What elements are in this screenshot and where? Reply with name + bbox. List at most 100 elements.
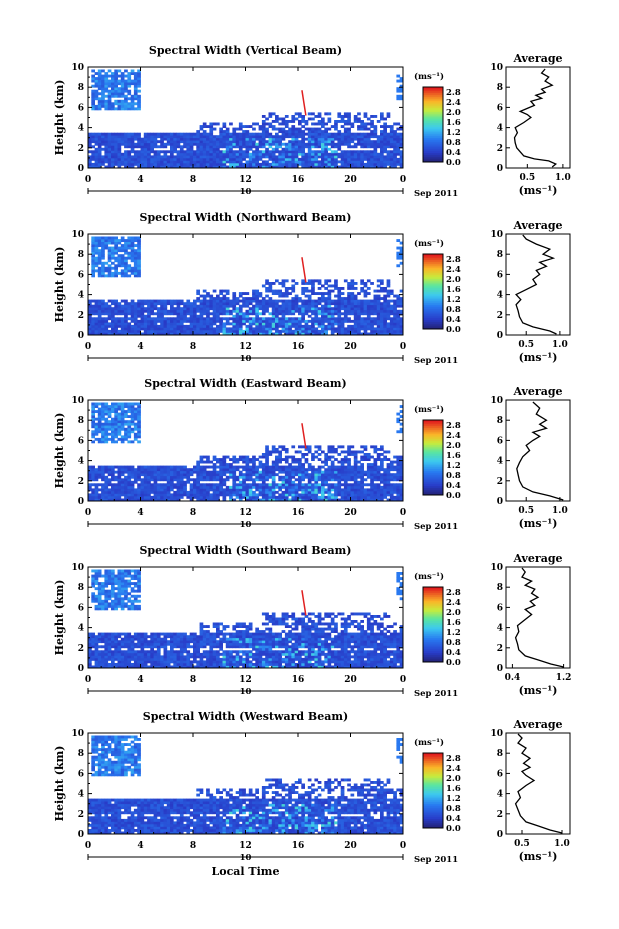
colorbar-tick-label: 1.2 [446,461,461,471]
profile-frame [505,732,571,835]
profile-y-tick-label: 10 [490,396,503,406]
profile-y-tick-label: 6 [497,769,503,779]
x-tick-label: 20 [344,841,357,851]
colorbar-tick-label: 2.0 [446,774,461,784]
month-label: Sep 2011 [414,689,458,699]
colorbar-frame [422,86,444,163]
profile-y-tick-label: 8 [497,749,503,759]
y-tick-label: 2 [78,144,84,154]
y-tick-label: 0 [78,164,84,174]
y-tick-label: 0 [78,830,84,840]
y-tick-label: 8 [78,583,84,593]
y-tick-label: 0 [78,331,84,341]
colorbar-tick-label: 0.0 [446,491,461,501]
profile-y-tick-label: 4 [497,291,503,301]
profile-y-tick-label: 8 [497,250,503,260]
profile-x-tick-label: 0.4 [505,673,521,683]
profile-y-tick-label: 0 [497,830,503,840]
profile-y-tick-label: 8 [497,416,503,426]
colorbar-frame [422,586,444,663]
heatmap-cells [88,569,404,669]
profile-title: Average [512,718,562,731]
colorbar-tick-label: 0.0 [446,824,461,834]
profile-y-tick-label: 10 [490,230,503,240]
profile-y-tick-label: 4 [497,124,503,134]
colorbar-tick-label: 1.2 [446,794,461,804]
x-tick-label: 16 [292,508,305,518]
y-axis-label: Height (km) [53,247,66,323]
colorbar-tick-label: 2.8 [446,255,461,265]
profile-frame [505,233,571,336]
panel-title: Spectral Width (Northward Beam) [140,211,352,224]
colorbar-tick-label: 1.6 [446,451,461,461]
y-tick-label: 0 [78,497,84,507]
x-tick-label: 4 [137,675,143,685]
colorbar [422,253,444,330]
x-tick-label: 4 [137,175,143,185]
x-tick-label: 0 [85,342,91,352]
y-tick-label: 4 [78,624,84,634]
x-axis-label: Local Time [212,865,280,878]
colorbar-tick-label: 2.4 [446,265,461,275]
profile-title: Average [512,552,562,565]
x-tick-label: 0 [400,841,406,851]
profile-y-tick-label: 2 [497,144,503,154]
profile-line [514,733,563,834]
high-width-streak [301,423,307,449]
x-tick-label: 4 [137,342,143,352]
colorbar-tick-label: 2.0 [446,441,461,451]
panel-0: Spectral Width (Vertical Beam) 0 2 4 6 8 10 Hei… [53,44,571,199]
colorbar-tick-label: 0.0 [446,158,461,168]
colorbar-tick-label: 0.0 [446,325,461,335]
x-tick-label: 20 [344,508,357,518]
profile-line [513,68,558,168]
y-tick-label: 2 [78,644,84,654]
profile-y-tick-label: 2 [497,644,503,654]
colorbar-tick-label: 1.6 [446,118,461,128]
colorbar-tick-label: 0.4 [446,814,461,824]
profile-y-tick-label: 0 [497,497,503,507]
profile-y-tick-label: 8 [497,83,503,93]
colorbar-tick-label: 1.6 [446,285,461,295]
x-tick-label: 20 [344,175,357,185]
y-axis-label: Height (km) [53,580,66,656]
colorbar [422,752,444,829]
colorbar-unit: (ms⁻¹) [414,404,444,415]
panel-1: Spectral Width (Northward Beam) 0 2 4 6 8 10 He… [53,211,571,366]
y-tick-label: 4 [78,124,84,134]
panel-4: Spectral Width (Westward Beam) 0 2 4 6 8 10 Hei… [53,710,571,878]
x-tick-label: 8 [190,342,196,352]
profile-y-tick-label: 4 [497,624,503,634]
x-tick-label: 0 [85,841,91,851]
colorbar-tick-label: 1.2 [446,628,461,638]
x-tick-label: 0 [400,175,406,185]
x-tick-label: 0 [400,508,406,518]
colorbar-tick-label: 0.4 [446,315,461,325]
x-tick-label: 0 [400,342,406,352]
heatmap-cells [88,735,404,835]
profile-x-tick-label: 1.0 [554,839,570,849]
panel-3: Spectral Width (Southward Beam) 0 2 4 6 8 10 He… [53,544,571,699]
colorbar-tick-label: 2.8 [446,588,461,598]
x-tick-label: 8 [190,841,196,851]
colorbar-tick-label: 0.8 [446,305,461,315]
x-tick-label: 12 [239,342,252,352]
profile-title: Average [512,219,562,232]
y-tick-label: 10 [71,396,84,406]
x-tick-label: 12 [239,675,252,685]
colorbar-tick-label: 0.4 [446,481,461,491]
profile-y-tick-label: 10 [490,729,503,739]
profile-x-tick-label: 1.0 [552,506,568,516]
y-tick-label: 2 [78,311,84,321]
colorbar-unit: (ms⁻¹) [414,737,444,748]
colorbar-tick-label: 0.0 [446,658,461,668]
profile-y-tick-label: 10 [490,563,503,573]
profile-y-tick-label: 6 [497,103,503,113]
colorbar-tick-label: 0.8 [446,638,461,648]
high-width-streak [301,590,307,616]
panel-2: Spectral Width (Eastward Beam) 0 2 4 6 8 10 Hei… [53,377,571,532]
colorbar-tick-label: 2.8 [446,754,461,764]
x-tick-label: 0 [85,508,91,518]
profile-x-label: (ms⁻¹) [519,184,558,197]
profile-y-tick-label: 10 [490,63,503,73]
